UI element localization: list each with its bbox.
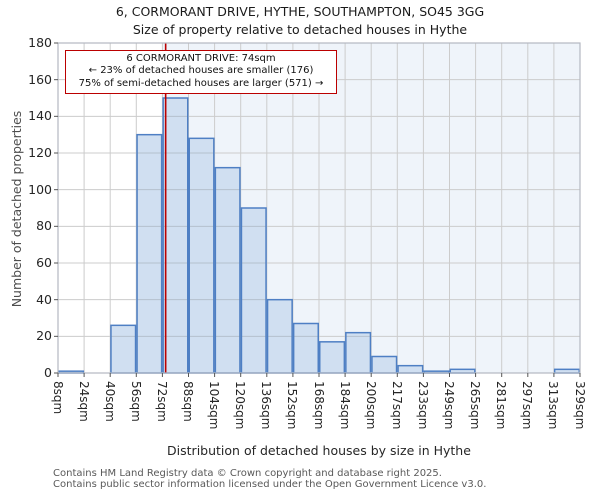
x-tick-label: 265sqm xyxy=(468,381,483,430)
y-tick-label: 20 xyxy=(36,328,52,344)
x-axis-title: Distribution of detached houses by size … xyxy=(167,443,471,458)
x-tick-label: 88sqm xyxy=(181,381,195,422)
y-tick-label: 180 xyxy=(28,35,52,50)
x-tick-label: 40sqm xyxy=(102,381,117,422)
property-annotation-box: 6 CORMORANT DRIVE: 74sqm ← 23% of detach… xyxy=(65,50,337,94)
x-tick-label: 56sqm xyxy=(128,381,143,422)
x-tick-label: 329sqm xyxy=(572,381,587,430)
chart-title: 6, CORMORANT DRIVE, HYTHE, SOUTHAMPTON, … xyxy=(115,4,485,19)
footer-attribution-ogl: Contains public sector information licen… xyxy=(53,479,487,490)
annotation-smaller-stat: ← 23% of detached houses are smaller (17… xyxy=(88,65,314,77)
y-tick-label: 140 xyxy=(28,108,52,124)
annotation-larger-stat: 75% of semi-detached houses are larger (… xyxy=(78,77,324,89)
y-tick-label: 100 xyxy=(28,181,52,197)
footer-attribution-hmlr: Contains HM Land Registry data © Crown c… xyxy=(53,468,442,479)
x-tick-label: 104sqm xyxy=(207,381,222,430)
x-tick-label: 297sqm xyxy=(520,381,535,430)
y-tick-label: 80 xyxy=(36,218,52,234)
x-tick-label: 136sqm xyxy=(259,381,274,430)
x-tick-label: 24sqm xyxy=(76,381,91,422)
y-tick-label: 120 xyxy=(28,145,52,160)
annotation-property-size: 6 CORMORANT DRIVE: 74sqm xyxy=(126,53,276,64)
x-tick-label: 120sqm xyxy=(233,381,248,430)
x-tick-label: 217sqm xyxy=(389,381,404,430)
x-tick-label: 313sqm xyxy=(546,381,561,430)
x-tick-label: 249sqm xyxy=(442,381,456,430)
x-tick-label: 200sqm xyxy=(363,381,378,430)
y-tick-label: 160 xyxy=(28,71,52,87)
x-tick-label: 72sqm xyxy=(154,381,169,422)
x-tick-label: 8sqm xyxy=(50,381,65,415)
y-tick-label: 40 xyxy=(36,291,52,307)
chart-subtitle: Size of property relative to detached ho… xyxy=(132,22,468,37)
y-tick-label: 0 xyxy=(44,365,52,380)
x-tick-label: 233sqm xyxy=(415,381,430,430)
x-tick-label: 184sqm xyxy=(337,381,352,430)
x-tick-label: 281sqm xyxy=(494,381,509,430)
x-tick-label: 168sqm xyxy=(311,381,326,430)
x-tick-label: 152sqm xyxy=(285,381,300,430)
y-tick-label: 60 xyxy=(36,255,52,270)
y-axis-title: Number of detached properties xyxy=(9,110,24,308)
